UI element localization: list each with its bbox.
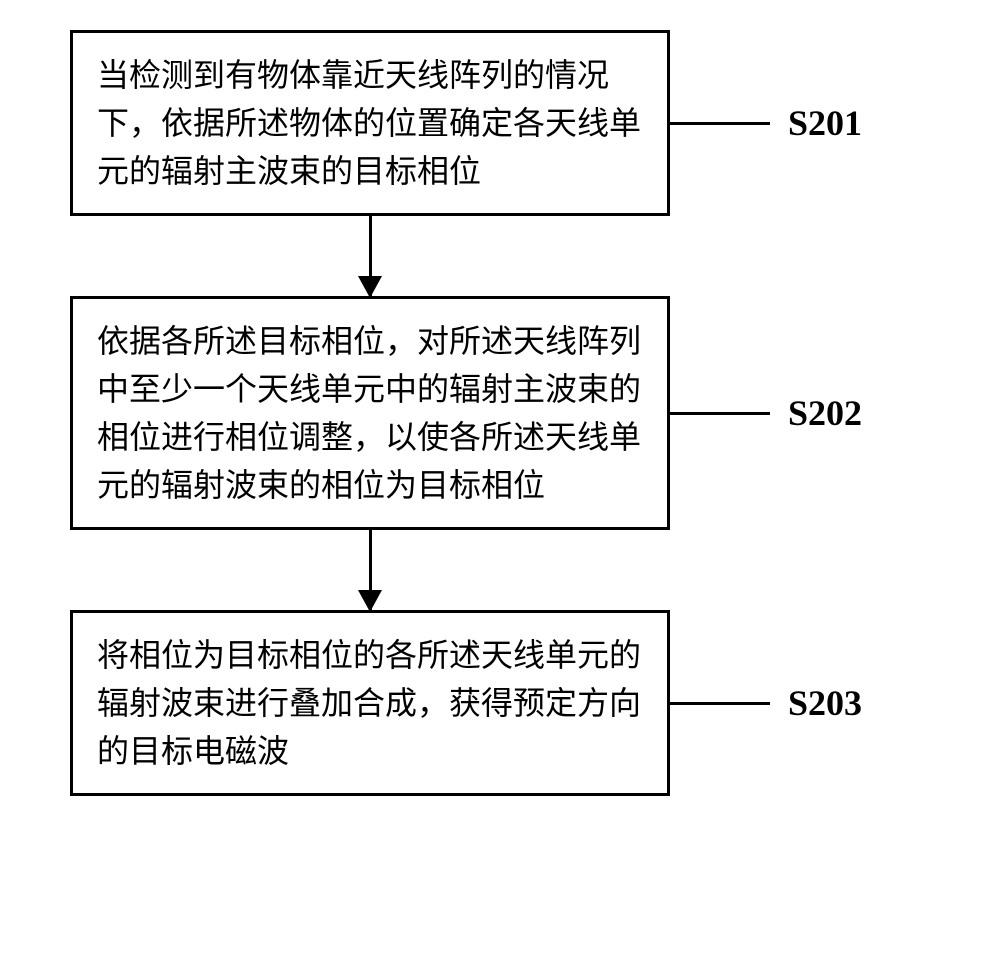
step-label-1: S201 (788, 102, 862, 144)
arrow-container-1 (70, 216, 670, 296)
flow-row-3: 将相位为目标相位的各所述天线单元的辐射波束进行叠加合成，获得预定方向的目标电磁波… (70, 610, 930, 796)
flow-box-3-text: 将相位为目标相位的各所述天线单元的辐射波束进行叠加合成，获得预定方向的目标电磁波 (97, 631, 643, 775)
flow-row-1: 当检测到有物体靠近天线阵列的情况下，依据所述物体的位置确定各天线单元的辐射主波束… (70, 30, 930, 216)
arrow-head-2 (358, 590, 382, 612)
arrow-1 (369, 216, 372, 296)
flow-box-3: 将相位为目标相位的各所述天线单元的辐射波束进行叠加合成，获得预定方向的目标电磁波 (70, 610, 670, 796)
flow-row-2: 依据各所述目标相位，对所述天线阵列中至少一个天线单元中的辐射主波束的相位进行相位… (70, 296, 930, 530)
step-label-2: S202 (788, 392, 862, 434)
arrow-container-2 (70, 530, 670, 610)
flow-box-2: 依据各所述目标相位，对所述天线阵列中至少一个天线单元中的辐射主波束的相位进行相位… (70, 296, 670, 530)
flow-box-1-text: 当检测到有物体靠近天线阵列的情况下，依据所述物体的位置确定各天线单元的辐射主波束… (97, 51, 643, 195)
label-connector-1 (670, 122, 770, 125)
label-connector-2 (670, 412, 770, 415)
arrow-2 (369, 530, 372, 610)
label-group-2: S202 (670, 392, 862, 434)
flowchart-container: 当检测到有物体靠近天线阵列的情况下，依据所述物体的位置确定各天线单元的辐射主波束… (70, 30, 930, 796)
flow-box-1: 当检测到有物体靠近天线阵列的情况下，依据所述物体的位置确定各天线单元的辐射主波束… (70, 30, 670, 216)
label-group-1: S201 (670, 102, 862, 144)
step-label-3: S203 (788, 682, 862, 724)
arrow-head-1 (358, 276, 382, 298)
label-connector-3 (670, 702, 770, 705)
label-group-3: S203 (670, 682, 862, 724)
flow-box-2-text: 依据各所述目标相位，对所述天线阵列中至少一个天线单元中的辐射主波束的相位进行相位… (97, 317, 643, 509)
